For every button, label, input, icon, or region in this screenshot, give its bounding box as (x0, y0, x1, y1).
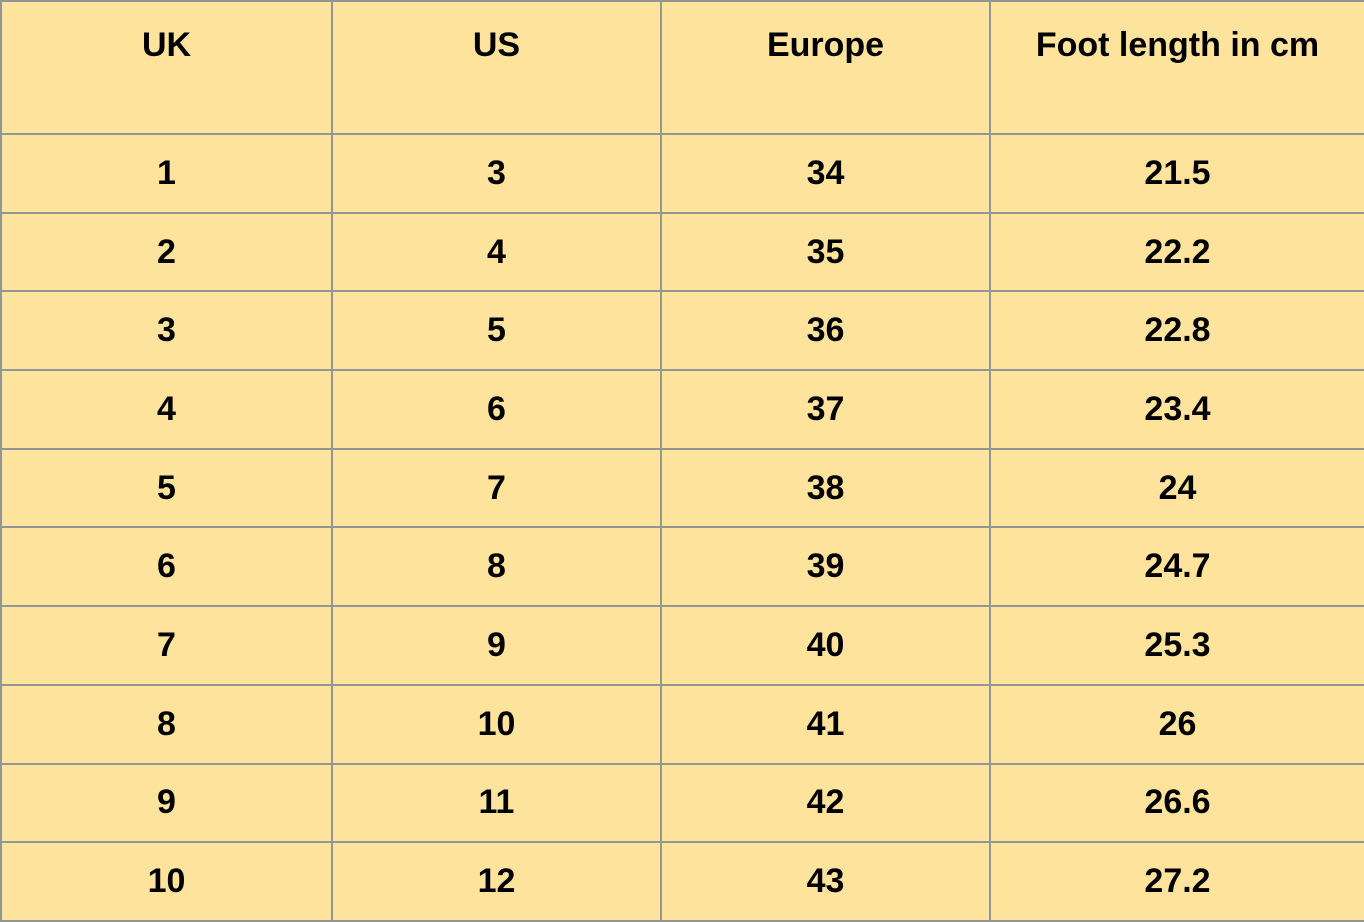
table-row: 5 7 38 24 (0, 447, 1364, 529)
header-cell-foot-length: Foot length in cm (989, 0, 1364, 135)
cell-uk: 2 (0, 211, 333, 293)
cell-uk: 5 (0, 447, 333, 529)
cell-uk: 4 (0, 369, 333, 450)
table-row: 7 9 40 25.3 (0, 605, 1364, 686)
cell-europe: 42 (660, 762, 991, 844)
cell-europe: 36 (660, 290, 991, 372)
cell-europe: 38 (660, 447, 991, 529)
header-cell-europe: Europe (660, 0, 991, 135)
cell-europe: 41 (660, 683, 991, 765)
header-cell-us: US (331, 0, 662, 135)
cell-europe: 40 (660, 605, 991, 686)
cell-europe: 37 (660, 369, 991, 450)
table-row: 2 4 35 22.2 (0, 211, 1364, 293)
cell-foot-length: 23.4 (989, 369, 1364, 450)
cell-uk: 3 (0, 290, 333, 372)
header-cell-uk: UK (0, 0, 333, 135)
cell-foot-length: 27.2 (989, 841, 1364, 922)
cell-foot-length: 25.3 (989, 605, 1364, 686)
table-row: 9 11 42 26.6 (0, 762, 1364, 844)
cell-us: 6 (331, 369, 662, 450)
cell-us: 11 (331, 762, 662, 844)
table-row: 6 8 39 24.7 (0, 526, 1364, 608)
cell-foot-length: 24 (989, 447, 1364, 529)
cell-uk: 7 (0, 605, 333, 686)
cell-foot-length: 24.7 (989, 526, 1364, 608)
table-row: 4 6 37 23.4 (0, 369, 1364, 450)
cell-foot-length: 22.8 (989, 290, 1364, 372)
cell-uk: 6 (0, 526, 333, 608)
cell-europe: 34 (660, 133, 991, 214)
cell-us: 9 (331, 605, 662, 686)
cell-uk: 8 (0, 683, 333, 765)
cell-us: 4 (331, 211, 662, 293)
cell-us: 10 (331, 683, 662, 765)
header-row: UK US Europe Foot length in cm (0, 0, 1364, 135)
cell-europe: 43 (660, 841, 991, 922)
table-row: 10 12 43 27.2 (0, 841, 1364, 922)
cell-uk: 10 (0, 841, 333, 922)
cell-us: 5 (331, 290, 662, 372)
cell-us: 7 (331, 447, 662, 529)
table-row: 1 3 34 21.5 (0, 133, 1364, 214)
cell-foot-length: 22.2 (989, 211, 1364, 293)
table-row: 8 10 41 26 (0, 683, 1364, 765)
cell-europe: 35 (660, 211, 991, 293)
cell-europe: 39 (660, 526, 991, 608)
cell-foot-length: 26.6 (989, 762, 1364, 844)
cell-uk: 1 (0, 133, 333, 214)
cell-foot-length: 21.5 (989, 133, 1364, 214)
cell-us: 12 (331, 841, 662, 922)
cell-us: 3 (331, 133, 662, 214)
cell-uk: 9 (0, 762, 333, 844)
cell-us: 8 (331, 526, 662, 608)
cell-foot-length: 26 (989, 683, 1364, 765)
table-row: 3 5 36 22.8 (0, 290, 1364, 372)
